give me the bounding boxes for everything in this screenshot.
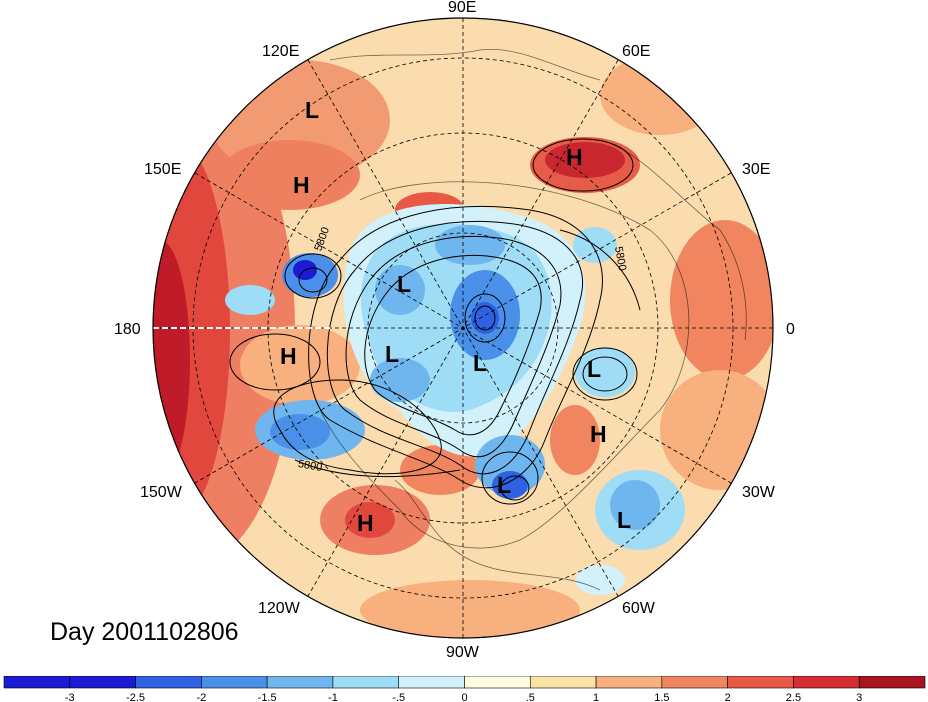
colorbar-swatch [201, 676, 268, 689]
colorbar-tick-label: 0 [461, 692, 467, 702]
colorbar-swatches [3, 676, 926, 689]
colorbar-swatch [464, 676, 531, 689]
pressure-centers: H H H H H L L L L L L L [280, 97, 631, 536]
lon-label-30e: 30E [742, 161, 770, 178]
lon-label-120w: 120W [258, 600, 301, 617]
colorbar-tick-label: -1 [328, 692, 338, 702]
low-center: L [497, 472, 511, 498]
colorbar-tick-label: -.5 [392, 692, 405, 702]
colorbar-tick-label: 1 [593, 692, 599, 702]
high-center: H [280, 343, 297, 369]
map-boundary [152, 17, 774, 639]
colorbar-tick-label: -3 [65, 692, 75, 702]
colorbar-tick-label: 3 [856, 692, 862, 702]
colorbar-swatch [858, 676, 926, 689]
colorbar-tick-label: 2.5 [786, 692, 801, 702]
lon-label-30w: 30W [742, 484, 776, 501]
colorbar-tick-label: -1.5 [258, 692, 277, 702]
polar-map: 5800 5800 5800 H H H H H L L [114, 0, 795, 660]
colorbar-tick-label: 1.5 [654, 692, 669, 702]
high-center: H [566, 144, 583, 170]
low-center: L [305, 97, 319, 123]
lon-label-60e: 60E [622, 43, 650, 60]
low-center: L [385, 341, 399, 367]
contour-label: 5800 [612, 246, 628, 272]
colorbar: -3 -2.5 -2 -1.5 -1 -.5 0 .5 1 1.5 2 2.5 3 [3, 676, 926, 702]
colorbar-tick-label: 2 [725, 692, 731, 702]
lon-label-120e: 120E [262, 43, 299, 60]
date-label: Day 2001102806 [50, 618, 239, 646]
colorbar-swatch [529, 676, 597, 689]
colorbar-swatch [135, 676, 202, 689]
high-center: H [357, 510, 374, 536]
lon-label-180: 180 [114, 321, 141, 338]
colorbar-tick-label: -2 [196, 692, 206, 702]
colorbar-tick-label: -2.5 [126, 692, 145, 702]
lon-label-0: 0 [786, 321, 795, 338]
lon-label-60w: 60W [622, 600, 656, 617]
colorbar-swatch [793, 676, 860, 689]
low-center: L [587, 356, 601, 382]
colorbar-swatch [595, 676, 663, 689]
colorbar-swatch [332, 676, 400, 689]
low-center: L [617, 507, 631, 533]
lon-label-90e: 90E [448, 0, 476, 16]
graticule [153, 18, 773, 638]
colorbar-swatch [727, 676, 794, 689]
colorbar-swatch [266, 676, 334, 689]
lon-label-150e: 150E [144, 161, 181, 178]
colorbar-swatch [3, 676, 71, 689]
low-center: L [397, 271, 411, 297]
contour-label: 5800 [297, 458, 323, 474]
high-center: H [293, 172, 310, 198]
colorbar-swatch [661, 676, 728, 689]
colorbar-ticks: -3 -2.5 -2 -1.5 -1 -.5 0 .5 1 1.5 2 2.5 3 [65, 692, 862, 702]
high-center: H [590, 421, 607, 447]
longitude-labels: 90E 60E 30E 0 30W 60W 90W 120W 150W 180 … [114, 0, 795, 660]
height-contours [229, 138, 641, 505]
colorbar-swatch [398, 676, 465, 689]
colorbar-tick-label: .5 [526, 692, 535, 702]
lon-label-90w: 90W [446, 644, 480, 660]
lon-label-150w: 150W [140, 484, 183, 501]
low-center: L [473, 350, 487, 376]
colorbar-swatch [69, 676, 136, 689]
